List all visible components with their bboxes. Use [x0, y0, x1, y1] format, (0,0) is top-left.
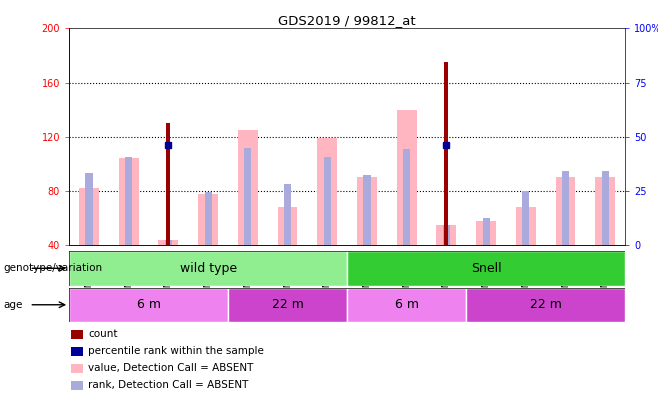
Bar: [516, 207, 536, 245]
Bar: [324, 157, 331, 245]
Text: 6 m: 6 m: [136, 298, 161, 311]
Bar: [397, 110, 417, 245]
Bar: [347, 288, 467, 322]
Text: 22 m: 22 m: [272, 298, 303, 311]
Text: Snell: Snell: [470, 262, 501, 275]
Text: rank, Detection Call = ABSENT: rank, Detection Call = ABSENT: [88, 380, 249, 390]
Bar: [125, 157, 132, 245]
Text: value, Detection Call = ABSENT: value, Detection Call = ABSENT: [88, 363, 253, 373]
Bar: [444, 62, 448, 245]
Text: 6 m: 6 m: [395, 298, 418, 311]
Bar: [244, 147, 251, 245]
Bar: [198, 194, 218, 245]
Bar: [482, 218, 490, 245]
Bar: [86, 173, 93, 245]
Bar: [284, 184, 291, 245]
Bar: [347, 251, 625, 286]
Text: 22 m: 22 m: [530, 298, 562, 311]
Bar: [79, 188, 99, 245]
Bar: [555, 177, 576, 245]
Bar: [278, 207, 297, 245]
Bar: [205, 192, 212, 245]
Bar: [601, 171, 609, 245]
Bar: [357, 177, 377, 245]
Bar: [164, 240, 172, 245]
Bar: [238, 130, 258, 245]
Text: wild type: wild type: [180, 262, 237, 275]
Bar: [562, 171, 569, 245]
Bar: [443, 225, 450, 245]
Bar: [118, 158, 139, 245]
Bar: [476, 221, 496, 245]
Bar: [436, 225, 456, 245]
Bar: [69, 251, 347, 286]
Bar: [595, 177, 615, 245]
Text: percentile rank within the sample: percentile rank within the sample: [88, 346, 264, 356]
Bar: [69, 288, 228, 322]
Bar: [403, 149, 410, 245]
Bar: [228, 288, 347, 322]
Text: count: count: [88, 329, 118, 339]
Bar: [159, 240, 178, 245]
Text: genotype/variation: genotype/variation: [3, 263, 103, 273]
Title: GDS2019 / 99812_at: GDS2019 / 99812_at: [278, 14, 416, 27]
Bar: [166, 123, 170, 245]
Bar: [522, 191, 530, 245]
Bar: [317, 138, 337, 245]
Bar: [363, 175, 370, 245]
Bar: [467, 288, 625, 322]
Text: age: age: [3, 300, 22, 309]
